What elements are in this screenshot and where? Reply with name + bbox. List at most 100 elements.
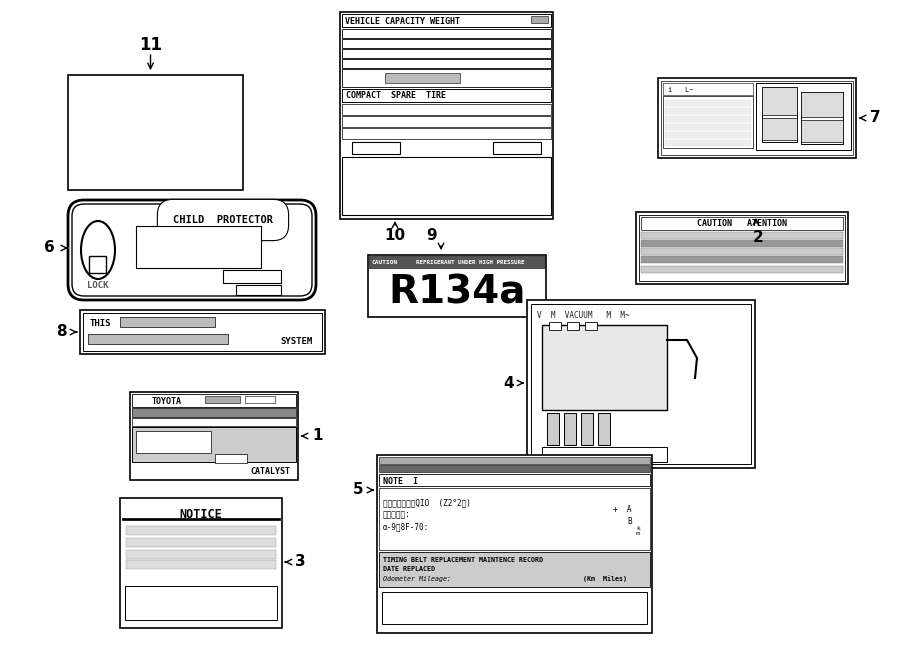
Bar [130, 392, 298, 480]
Bar [342, 104, 551, 115]
Bar [801, 92, 843, 144]
Bar [379, 552, 650, 587]
Bar [126, 550, 276, 559]
Bar [342, 59, 551, 68]
Text: B: B [627, 518, 633, 527]
Bar [342, 49, 551, 58]
Bar [661, 81, 853, 155]
Bar [801, 120, 843, 142]
Bar [379, 465, 650, 472]
Bar [542, 447, 667, 462]
Bar [756, 83, 851, 150]
Text: k
m: k m [636, 525, 640, 536]
Bar [126, 538, 276, 547]
Text: 10: 10 [384, 228, 406, 243]
Bar [352, 142, 400, 154]
Bar [342, 39, 551, 48]
Bar [598, 413, 610, 445]
Bar [567, 322, 579, 330]
Bar [531, 16, 548, 23]
Text: LOCK: LOCK [87, 282, 109, 290]
Bar [223, 270, 281, 283]
Bar [122, 518, 280, 520]
Text: V  M  VACUUM   M  M~: V M VACUUM M M~ [537, 311, 629, 319]
Bar [762, 118, 797, 140]
Ellipse shape [81, 221, 115, 279]
Text: Odometer Mileage:: Odometer Mileage: [383, 576, 451, 582]
Bar [132, 427, 296, 462]
Bar [641, 248, 843, 255]
Bar [663, 96, 753, 148]
Bar [88, 334, 228, 344]
Text: NOTE  I: NOTE I [383, 477, 418, 485]
Bar [382, 592, 647, 624]
Bar [342, 157, 551, 215]
Text: タイミングベルQIO  (Z2°2ヤ): タイミングベルQIO (Z2°2ヤ) [383, 498, 471, 508]
Bar [762, 87, 797, 142]
Bar [132, 394, 296, 407]
Bar [80, 310, 325, 354]
Bar [531, 304, 751, 464]
Bar [342, 29, 551, 38]
Bar [639, 215, 845, 281]
Bar [564, 413, 576, 445]
Text: CHILD  PROTECTOR: CHILD PROTECTOR [173, 215, 273, 225]
Bar [368, 255, 546, 317]
Text: TOYOTA: TOYOTA [152, 397, 182, 405]
Bar [663, 83, 753, 95]
Text: i   L~: i L~ [668, 87, 694, 93]
Bar [542, 325, 667, 410]
Bar [641, 240, 843, 247]
Text: TIMING BELT REPLACEMENT MAINTENCE RECORD: TIMING BELT REPLACEMENT MAINTENCE RECORD [383, 557, 543, 563]
Bar [665, 100, 751, 106]
Bar [136, 431, 211, 453]
Bar [377, 455, 652, 633]
Bar [658, 78, 856, 158]
Bar [493, 142, 541, 154]
Text: α-9・8F-70:: α-9・8F-70: [383, 522, 429, 531]
Bar [205, 396, 240, 403]
Bar [665, 116, 751, 122]
Bar [379, 474, 650, 486]
Bar [245, 396, 275, 403]
Text: 8: 8 [57, 325, 67, 340]
Bar [527, 300, 755, 468]
Bar [342, 14, 551, 27]
Bar [801, 92, 843, 117]
Text: 2: 2 [752, 230, 763, 245]
Text: 4: 4 [503, 375, 514, 391]
Text: REFRIGERANT UNDER HIGH PRESSURE: REFRIGERANT UNDER HIGH PRESSURE [416, 260, 525, 264]
Text: 9: 9 [427, 228, 437, 243]
Bar [342, 69, 551, 87]
Bar [665, 108, 751, 114]
Bar [641, 256, 843, 263]
FancyBboxPatch shape [68, 200, 316, 300]
Text: (Km  Miles): (Km Miles) [583, 576, 627, 582]
Bar [136, 226, 261, 268]
Text: CATALYST: CATALYST [250, 467, 290, 477]
Bar [665, 132, 751, 138]
Bar [132, 408, 296, 417]
Bar [641, 217, 843, 230]
Bar [549, 322, 561, 330]
Bar [236, 285, 281, 295]
Text: 1: 1 [312, 428, 322, 444]
Text: COMPACT  SPARE  TIRE: COMPACT SPARE TIRE [346, 91, 446, 100]
Bar [125, 586, 277, 620]
Bar [547, 413, 559, 445]
Text: SYSTEM: SYSTEM [281, 336, 313, 346]
Text: メルゆのル:: メルゆのル: [383, 510, 410, 520]
Text: VEHICLE CAPACITY WEIGHT: VEHICLE CAPACITY WEIGHT [345, 17, 460, 26]
Bar [83, 313, 322, 351]
Bar [215, 454, 247, 463]
Bar [89, 256, 106, 273]
Text: 5: 5 [353, 483, 363, 498]
Bar [762, 87, 797, 115]
FancyBboxPatch shape [72, 204, 312, 296]
Bar [641, 232, 843, 239]
Bar [585, 322, 597, 330]
Bar [120, 317, 215, 327]
Bar [369, 256, 545, 268]
Text: CAUTION   ATENTION: CAUTION ATENTION [697, 219, 787, 229]
Text: 6: 6 [44, 241, 55, 256]
